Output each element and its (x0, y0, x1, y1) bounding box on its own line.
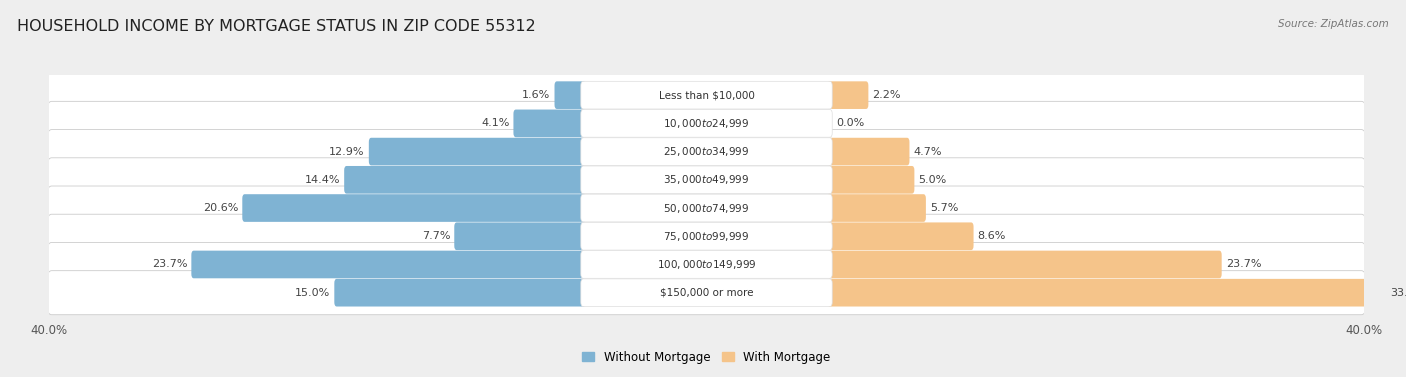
Text: 23.7%: 23.7% (152, 259, 187, 270)
Legend: Without Mortgage, With Mortgage: Without Mortgage, With Mortgage (582, 351, 831, 364)
FancyBboxPatch shape (48, 101, 1365, 146)
Text: 0.0%: 0.0% (837, 118, 865, 129)
Text: 14.4%: 14.4% (305, 175, 340, 185)
Text: $35,000 to $49,999: $35,000 to $49,999 (664, 173, 749, 186)
Text: $50,000 to $74,999: $50,000 to $74,999 (664, 202, 749, 215)
FancyBboxPatch shape (48, 186, 1365, 230)
FancyBboxPatch shape (827, 138, 910, 166)
FancyBboxPatch shape (368, 138, 586, 166)
FancyBboxPatch shape (827, 251, 1222, 278)
FancyBboxPatch shape (48, 158, 1365, 202)
Text: 20.6%: 20.6% (202, 203, 238, 213)
FancyBboxPatch shape (827, 81, 869, 109)
Text: HOUSEHOLD INCOME BY MORTGAGE STATUS IN ZIP CODE 55312: HOUSEHOLD INCOME BY MORTGAGE STATUS IN Z… (17, 19, 536, 34)
FancyBboxPatch shape (581, 81, 832, 109)
Text: 7.7%: 7.7% (422, 231, 450, 241)
FancyBboxPatch shape (335, 279, 586, 307)
Text: 5.0%: 5.0% (918, 175, 946, 185)
FancyBboxPatch shape (581, 251, 832, 278)
Text: 12.9%: 12.9% (329, 147, 364, 156)
Text: $75,000 to $99,999: $75,000 to $99,999 (664, 230, 749, 243)
FancyBboxPatch shape (242, 194, 586, 222)
Text: 1.6%: 1.6% (522, 90, 550, 100)
FancyBboxPatch shape (827, 166, 914, 194)
FancyBboxPatch shape (513, 110, 586, 137)
FancyBboxPatch shape (581, 110, 832, 137)
Text: 5.7%: 5.7% (929, 203, 959, 213)
FancyBboxPatch shape (581, 138, 832, 166)
Text: Less than $10,000: Less than $10,000 (658, 90, 755, 100)
Text: $10,000 to $24,999: $10,000 to $24,999 (664, 117, 749, 130)
Text: 4.7%: 4.7% (914, 147, 942, 156)
Text: 2.2%: 2.2% (873, 90, 901, 100)
Text: $150,000 or more: $150,000 or more (659, 288, 754, 298)
FancyBboxPatch shape (454, 222, 586, 250)
FancyBboxPatch shape (48, 73, 1365, 117)
Text: 33.7%: 33.7% (1391, 288, 1406, 298)
Text: 8.6%: 8.6% (977, 231, 1007, 241)
Text: 4.1%: 4.1% (481, 118, 509, 129)
FancyBboxPatch shape (827, 222, 973, 250)
Text: 15.0%: 15.0% (295, 288, 330, 298)
FancyBboxPatch shape (48, 271, 1365, 315)
FancyBboxPatch shape (581, 279, 832, 307)
Text: $100,000 to $149,999: $100,000 to $149,999 (657, 258, 756, 271)
FancyBboxPatch shape (581, 166, 832, 194)
FancyBboxPatch shape (581, 194, 832, 222)
Text: $25,000 to $34,999: $25,000 to $34,999 (664, 145, 749, 158)
FancyBboxPatch shape (344, 166, 586, 194)
Text: 23.7%: 23.7% (1226, 259, 1261, 270)
FancyBboxPatch shape (191, 251, 586, 278)
FancyBboxPatch shape (581, 222, 832, 250)
FancyBboxPatch shape (827, 279, 1386, 307)
FancyBboxPatch shape (827, 194, 927, 222)
FancyBboxPatch shape (48, 214, 1365, 258)
Text: Source: ZipAtlas.com: Source: ZipAtlas.com (1278, 19, 1389, 29)
FancyBboxPatch shape (554, 81, 586, 109)
FancyBboxPatch shape (48, 130, 1365, 174)
FancyBboxPatch shape (48, 242, 1365, 287)
